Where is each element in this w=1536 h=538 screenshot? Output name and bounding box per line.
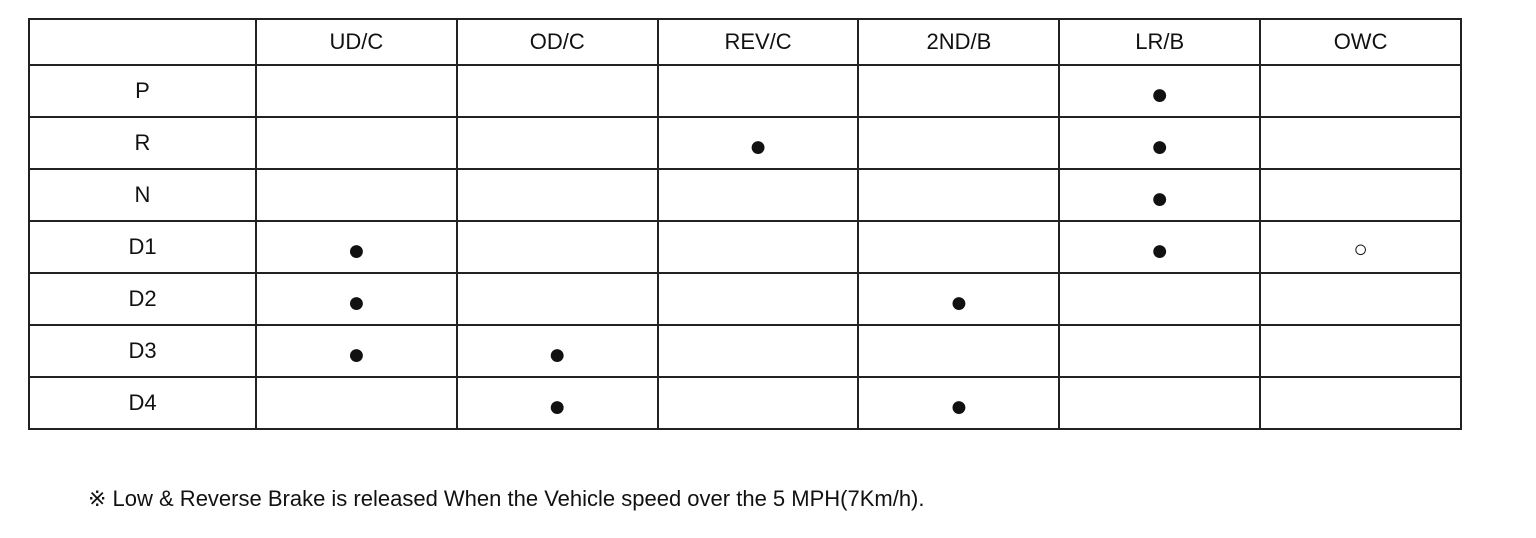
table-cell: ● [455, 376, 659, 430]
table-cell [656, 64, 860, 118]
table-cell [1259, 116, 1462, 170]
cell-text: LR/B [1135, 29, 1185, 54]
header-cell [28, 18, 257, 66]
cell-text: ● [347, 338, 366, 371]
table-cell [656, 376, 860, 430]
cell-text: ● [1150, 130, 1169, 163]
engagement-table: UD/C OD/C REV/C 2ND/B LR/B OWC P ● R ● ● N ● D1 ● ● ○ D2 ●… [28, 18, 1462, 430]
cell-text: ● [1150, 78, 1169, 111]
table-cell [1259, 272, 1462, 326]
cell-text: ● [949, 390, 968, 423]
table-cell: N [28, 168, 257, 222]
header-cell: LR/B [1058, 18, 1262, 66]
table-cell: ● [255, 220, 458, 274]
header-cell: 2ND/B [857, 18, 1061, 66]
table-cell [1259, 324, 1462, 378]
table-cell [1259, 64, 1462, 118]
cell-text: ● [1150, 234, 1169, 267]
table-cell [656, 220, 860, 274]
table-cell [857, 116, 1061, 170]
table-cell: ● [1058, 64, 1262, 118]
table-cell [455, 64, 659, 118]
table-cell: ○ [1259, 220, 1462, 274]
table-cell: D4 [28, 376, 257, 430]
table-cell [1259, 376, 1462, 430]
table-cell: D1 [28, 220, 257, 274]
table-cell [455, 168, 659, 222]
header-cell: REV/C [656, 18, 860, 66]
table-cell [656, 272, 860, 326]
table-cell [455, 272, 659, 326]
header-cell: OD/C [455, 18, 659, 66]
table-row: N ● [28, 168, 1462, 222]
table-cell [656, 168, 860, 222]
cell-text: ● [347, 234, 366, 267]
table-cell [1058, 324, 1262, 378]
cell-text: REV/C [724, 29, 792, 54]
table-cell [255, 376, 458, 430]
table-cell [857, 168, 1061, 222]
table-cell: D2 [28, 272, 257, 326]
table-cell [455, 220, 659, 274]
table-cell [1058, 376, 1262, 430]
table-row: R ● ● [28, 116, 1462, 170]
table-cell: ● [1058, 116, 1262, 170]
table-cell: R [28, 116, 257, 170]
table-cell [455, 116, 659, 170]
table-row: D1 ● ● ○ [28, 220, 1462, 274]
cell-text: D1 [128, 234, 157, 259]
cell-text: D2 [128, 286, 157, 311]
table-cell: ● [1058, 168, 1262, 222]
table-row: D4 ● ● [28, 376, 1462, 430]
cell-text: ● [749, 130, 768, 163]
table-cell: ● [255, 324, 458, 378]
table-cell [255, 168, 458, 222]
table-cell: P [28, 64, 257, 118]
table-cell [255, 64, 458, 118]
table-cell: ● [1058, 220, 1262, 274]
cell-text: 2ND/B [926, 29, 992, 54]
table-row: D3 ● ● [28, 324, 1462, 378]
table-cell: D3 [28, 324, 257, 378]
header-cell: UD/C [255, 18, 458, 66]
table-cell [857, 220, 1061, 274]
header-row: UD/C OD/C REV/C 2ND/B LR/B OWC [28, 18, 1462, 66]
cell-text: R [134, 130, 151, 155]
table-cell [255, 116, 458, 170]
table-cell [1058, 272, 1262, 326]
table-cell: ● [255, 272, 458, 326]
cell-text: UD/C [329, 29, 384, 54]
header-cell: OWC [1259, 18, 1462, 66]
cell-text: D3 [128, 338, 157, 363]
table-cell: ● [656, 116, 860, 170]
table-body: UD/C OD/C REV/C 2ND/B LR/B OWC P ● R ● ● N ● D1 ● ● ○ D2 ●… [28, 18, 1462, 430]
table-row: P ● [28, 64, 1462, 118]
table-row: D2 ● ● [28, 272, 1462, 326]
table-cell: ● [857, 376, 1061, 430]
cell-text: D4 [128, 390, 157, 415]
cell-text: P [135, 78, 150, 103]
cell-text: OWC [1333, 29, 1388, 54]
table-cell: ● [857, 272, 1061, 326]
table-cell [857, 64, 1061, 118]
table-cell [1259, 168, 1462, 222]
cell-text: ● [548, 338, 567, 371]
cell-text: ● [1150, 182, 1169, 215]
cell-text: ○ [1353, 236, 1368, 263]
cell-text: ● [548, 390, 567, 423]
cell-text: ● [347, 286, 366, 319]
cell-text: OD/C [529, 29, 585, 54]
cell-text: N [134, 182, 151, 207]
footnote: ※ Low & Reverse Brake is released When t… [88, 486, 925, 511]
table-cell: ● [455, 324, 659, 378]
table-cell [857, 324, 1061, 378]
cell-text: ● [949, 286, 968, 319]
table-cell [656, 324, 860, 378]
